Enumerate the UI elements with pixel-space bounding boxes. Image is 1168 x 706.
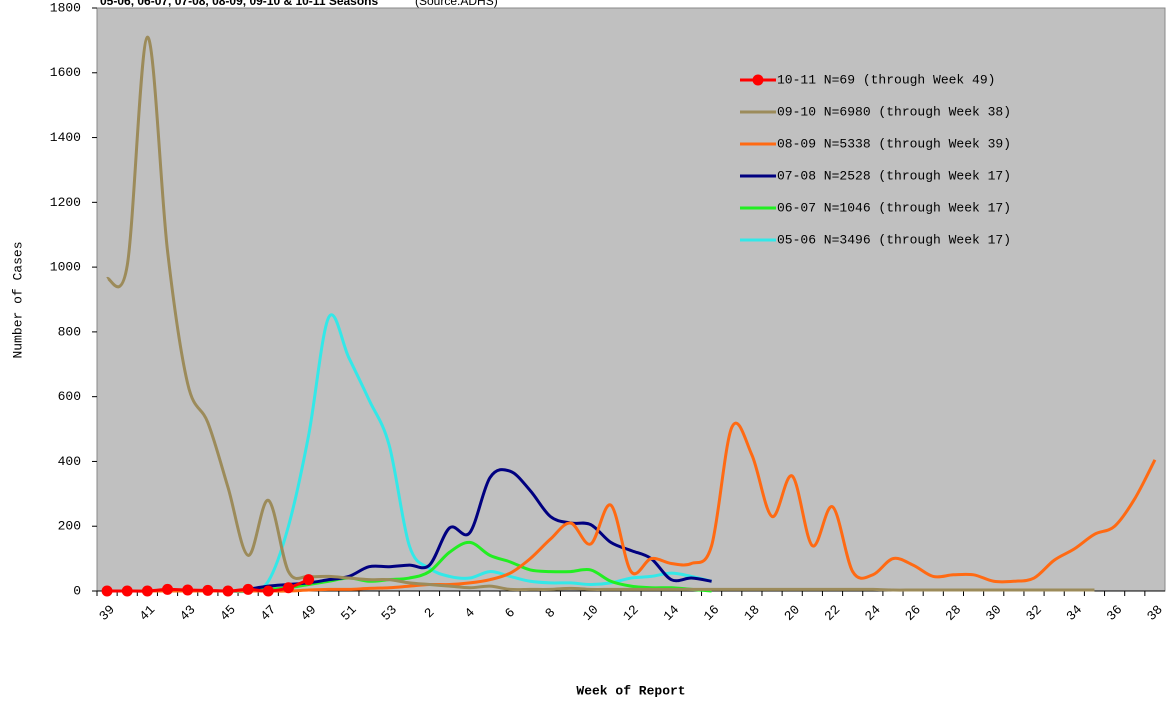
legend-label: 10-11 N=69 (through Week 49) xyxy=(777,72,995,87)
x-tick-label: 45 xyxy=(217,602,239,624)
y-axis-label: Number of Cases xyxy=(10,241,25,358)
x-tick-label: 38 xyxy=(1144,602,1166,624)
legend-label: 07-08 N=2528 (through Week 17) xyxy=(777,168,1011,183)
x-tick-label: 41 xyxy=(137,602,159,624)
x-tick-label: 53 xyxy=(378,602,400,624)
x-tick-label: 39 xyxy=(96,602,118,624)
legend-marker xyxy=(752,74,764,86)
x-tick-label: 34 xyxy=(1063,602,1085,624)
x-tick-label: 51 xyxy=(338,602,360,624)
legend-label: 09-10 N=6980 (through Week 38) xyxy=(777,104,1011,119)
x-tick-label: 6 xyxy=(502,605,518,621)
y-tick-label: 1400 xyxy=(50,130,81,145)
x-tick-label: 10 xyxy=(580,602,602,624)
data-point xyxy=(262,585,274,597)
x-tick-label: 14 xyxy=(660,602,682,624)
y-tick-label: 600 xyxy=(58,389,81,404)
data-point xyxy=(182,584,194,596)
y-tick-label: 1600 xyxy=(50,65,81,80)
series-line xyxy=(247,468,712,591)
x-axis-label: Week of Report xyxy=(576,683,685,698)
data-point xyxy=(222,585,234,597)
y-tick-label: 1800 xyxy=(50,0,81,15)
data-point xyxy=(282,582,294,594)
x-tick-label: 4 xyxy=(462,605,478,621)
data-point xyxy=(162,583,174,595)
x-tick-label: 36 xyxy=(1104,602,1126,624)
data-point xyxy=(242,583,254,595)
x-tick-label: 24 xyxy=(862,602,884,624)
x-tick-label: 30 xyxy=(983,602,1005,624)
x-tick-label: 16 xyxy=(701,602,723,624)
y-tick-label: 0 xyxy=(73,583,81,598)
x-tick-label: 32 xyxy=(1023,602,1045,624)
x-tick-label: 18 xyxy=(741,602,763,624)
y-tick-label: 400 xyxy=(58,454,81,469)
x-tick-label: 12 xyxy=(620,602,642,624)
x-tick-label: 49 xyxy=(298,602,320,624)
x-tick-label: 43 xyxy=(177,602,199,624)
data-point xyxy=(202,584,214,596)
y-tick-label: 200 xyxy=(58,519,81,534)
y-tick-label: 1200 xyxy=(50,195,81,210)
y-tick-label: 800 xyxy=(58,324,81,339)
x-tick-label: 8 xyxy=(542,605,558,621)
x-tick-label: 2 xyxy=(421,605,437,621)
y-tick-label: 1000 xyxy=(50,260,81,275)
data-point xyxy=(303,574,315,586)
legend-label: 06-07 N=1046 (through Week 17) xyxy=(777,200,1011,215)
x-tick-label: 28 xyxy=(943,602,965,624)
legend-label: 08-09 N=5338 (through Week 39) xyxy=(777,136,1011,151)
data-point xyxy=(121,585,133,597)
x-tick-label: 20 xyxy=(781,602,803,624)
plot-area xyxy=(96,7,1166,592)
x-tick-label: 47 xyxy=(257,602,279,624)
series-line xyxy=(105,35,1095,592)
chart-title: 05-06, 06-07, 07-08, 08-09, 09-10 & 10-1… xyxy=(100,0,379,8)
legend-label: 05-06 N=3496 (through Week 17) xyxy=(777,232,1011,247)
chart-subtitle: (Source:ADHS) xyxy=(415,0,498,8)
data-point xyxy=(101,585,113,597)
x-tick-label: 26 xyxy=(902,602,924,624)
x-tick-label: 22 xyxy=(822,602,844,624)
data-point xyxy=(141,585,153,597)
